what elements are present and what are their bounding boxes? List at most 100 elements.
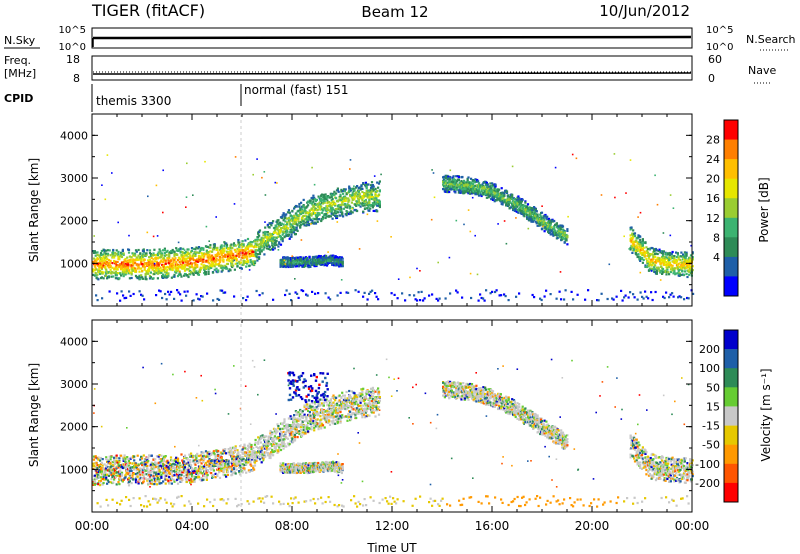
power-cell <box>117 256 120 259</box>
power-cell <box>204 160 206 163</box>
velocity-cell <box>110 465 113 468</box>
nsky-tick-bottom: 10^0 <box>59 42 86 53</box>
power-cell <box>211 250 214 253</box>
power-cell <box>218 262 221 265</box>
power-cell <box>675 260 679 263</box>
power-cell <box>173 273 176 276</box>
power-cell <box>645 257 648 260</box>
power-cell <box>673 259 676 262</box>
power-cell <box>131 268 134 271</box>
power-cell <box>111 172 113 174</box>
power-cell <box>120 265 124 268</box>
power-cell <box>455 289 458 292</box>
power-cell <box>632 229 635 232</box>
velocity-cell <box>93 483 96 486</box>
power-cell <box>241 254 244 257</box>
power-cell <box>540 220 543 223</box>
power-cell <box>363 207 367 210</box>
power-cell <box>327 195 330 198</box>
power-cell <box>355 204 358 207</box>
power-cell <box>356 193 360 196</box>
velocity-cell <box>93 478 96 481</box>
power-cell <box>106 254 110 257</box>
power-cell <box>199 249 202 252</box>
power-cell <box>368 204 371 207</box>
power-cell <box>667 271 670 274</box>
power-cell <box>339 195 342 198</box>
power-cell <box>311 207 314 210</box>
power-cell <box>306 205 309 208</box>
power-cell <box>176 268 180 271</box>
power-cell <box>466 183 469 186</box>
power-cell <box>105 272 108 275</box>
power-cell <box>153 272 156 276</box>
power-cell <box>494 185 497 188</box>
power-cell <box>476 273 479 276</box>
power-cell <box>296 265 299 268</box>
velocity-cell <box>128 473 131 476</box>
power-cell <box>258 252 262 256</box>
power-cell <box>155 262 159 265</box>
power-cell <box>271 234 274 237</box>
power-cell <box>404 299 407 302</box>
power-cell <box>181 265 184 268</box>
power-cell <box>446 178 449 181</box>
power-cell <box>291 209 294 212</box>
power-cell <box>204 267 208 270</box>
power-cell <box>668 296 671 299</box>
power-cell <box>330 210 333 213</box>
power-cell <box>679 258 682 261</box>
power-cell <box>163 271 166 274</box>
power-cell <box>553 227 556 230</box>
power-cell <box>294 278 296 280</box>
velocity-cell <box>117 463 120 466</box>
power-cell <box>335 197 338 200</box>
power-cell <box>112 252 115 255</box>
power-cell <box>688 265 691 268</box>
power-cell <box>508 207 511 210</box>
power-cell <box>362 204 365 207</box>
power-cell <box>249 254 252 257</box>
power-cell <box>278 241 281 244</box>
power-cell <box>633 247 636 250</box>
power-cell <box>460 180 463 183</box>
power-cell <box>111 262 114 265</box>
power-cell <box>230 256 233 260</box>
power-cell <box>155 260 159 263</box>
power-cell <box>257 243 260 246</box>
power-cell <box>358 194 361 197</box>
power-cell <box>191 256 194 259</box>
power-cell <box>480 189 483 192</box>
power-cell <box>160 259 163 262</box>
power-cell <box>321 216 325 219</box>
power-cell <box>272 236 276 239</box>
power-cell <box>491 185 494 188</box>
power-cell <box>543 221 546 224</box>
power-cell <box>289 228 292 231</box>
power-cell <box>218 257 222 260</box>
cpid-mode-2: normal (fast) 151 <box>244 83 348 97</box>
power-cell <box>123 269 126 272</box>
power-cell <box>684 258 687 261</box>
power-cell <box>358 248 361 250</box>
power-cell <box>117 272 120 275</box>
power-cell <box>185 206 187 208</box>
power-cell <box>456 186 459 189</box>
power-cell <box>124 263 127 266</box>
power-cell <box>141 277 145 280</box>
power-cell <box>131 269 134 272</box>
velocity-cell <box>99 481 102 484</box>
power-cell <box>240 245 243 249</box>
power-cell <box>245 265 248 268</box>
velocity-plot-background <box>92 320 692 512</box>
power-cell <box>128 290 131 293</box>
power-cell <box>106 154 109 156</box>
power-cell <box>641 261 644 264</box>
power-cell <box>510 206 513 209</box>
power-cell <box>345 193 348 196</box>
power-cell <box>677 262 680 265</box>
power-cell <box>300 289 303 292</box>
power-cell <box>336 294 339 297</box>
power-cell <box>147 259 150 262</box>
power-cell <box>324 216 327 220</box>
